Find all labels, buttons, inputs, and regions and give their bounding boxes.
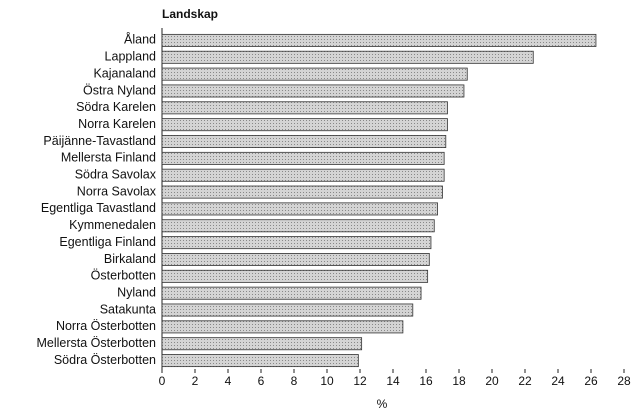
chart-title: Landskap	[162, 7, 218, 21]
y-tick-label: Östra Nyland	[83, 83, 156, 97]
bar	[161, 354, 359, 368]
bar	[161, 236, 432, 250]
y-tick-label: Birkaland	[104, 252, 156, 266]
y-tick-label: Södra Karelen	[76, 100, 156, 114]
bar	[161, 286, 422, 300]
x-tick-label: 22	[518, 374, 532, 388]
bar	[161, 118, 448, 132]
bar	[161, 185, 443, 199]
bar	[161, 168, 445, 182]
x-tick-label: 4	[225, 374, 232, 388]
x-axis-label: %	[377, 397, 388, 411]
y-tick-label: Norra Österbotten	[56, 319, 156, 333]
y-tick-label: Österbotten	[91, 269, 156, 283]
x-tick-label: 2	[192, 374, 199, 388]
y-tick-label: Egentliga Tavastland	[41, 201, 156, 215]
x-tick-label: 10	[320, 374, 334, 388]
y-tick-label: Egentliga Finland	[59, 235, 156, 249]
bar	[161, 84, 465, 98]
x-tick-label: 12	[353, 374, 367, 388]
x-tick-label: 28	[617, 374, 631, 388]
y-tick-label: Kajanaland	[93, 66, 156, 80]
x-tick-label: 24	[551, 374, 565, 388]
bar	[161, 101, 448, 115]
y-tick-label: Lappland	[105, 50, 156, 64]
x-tick-label: 26	[584, 374, 598, 388]
bar	[161, 253, 430, 266]
bar	[161, 337, 363, 351]
bar	[161, 151, 445, 165]
bar	[161, 67, 468, 81]
bar	[161, 219, 435, 233]
x-tick-label: 0	[159, 374, 166, 388]
x-tick-label: 20	[485, 374, 499, 388]
x-tick-label: 8	[291, 374, 298, 388]
y-tick-label: Kymmenedalen	[69, 218, 156, 232]
bar	[161, 50, 534, 64]
x-tick-label: 6	[258, 374, 265, 388]
y-tick-label: Satakunta	[100, 302, 156, 316]
x-tick-label: 18	[452, 374, 466, 388]
x-tick-label: 14	[386, 374, 400, 388]
bar	[161, 33, 597, 47]
y-tick-label: Päijänne-Tavastland	[43, 134, 156, 148]
y-tick-label: Södra Österbotten	[54, 353, 156, 367]
y-tick-label: Mellersta Österbotten	[37, 336, 157, 350]
bar	[161, 202, 438, 216]
y-tick-label: Mellersta Finland	[61, 151, 156, 165]
bar	[161, 303, 414, 317]
y-tick-label: Norra Karelen	[78, 117, 156, 131]
y-tick-label: Nyland	[117, 285, 156, 299]
y-tick-label: Södra Savolax	[75, 168, 157, 182]
x-tick-label: 16	[419, 374, 433, 388]
bar	[161, 269, 429, 283]
bar	[161, 320, 404, 334]
y-tick-label: Norra Savolax	[77, 184, 157, 198]
y-tick-label: Åland	[124, 32, 156, 47]
bar	[161, 135, 447, 148]
